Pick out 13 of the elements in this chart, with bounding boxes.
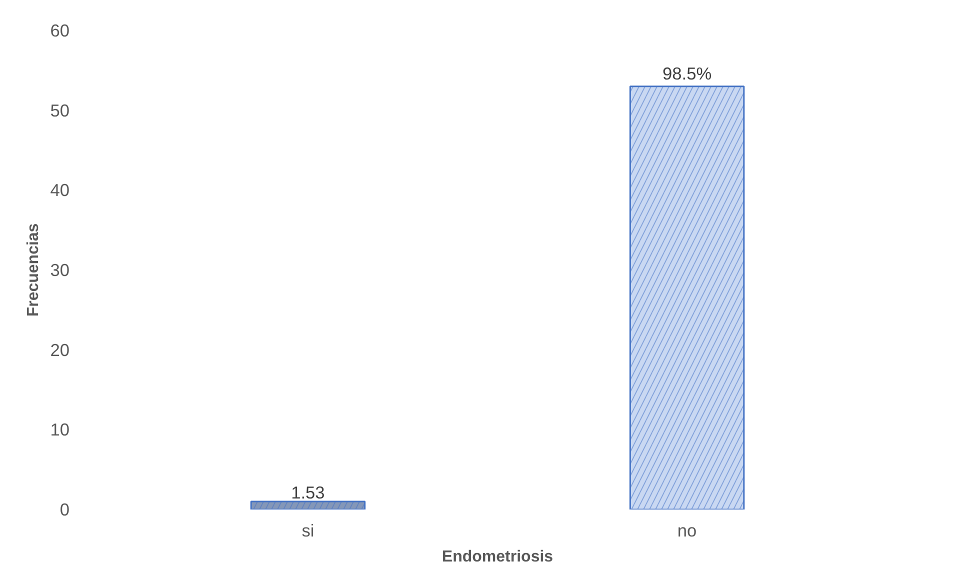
y-tick-label: 40 bbox=[50, 180, 70, 200]
y-tick-label: 60 bbox=[50, 20, 70, 40]
y-tick-label: 30 bbox=[50, 260, 70, 280]
annotation: 1.53 bbox=[291, 482, 325, 503]
y-tick-label: 20 bbox=[50, 340, 70, 360]
y-tick-label: 10 bbox=[50, 420, 70, 440]
annotation: 98.5% bbox=[662, 63, 712, 84]
y-tick-label: 50 bbox=[50, 100, 70, 120]
x-tick-label: no bbox=[677, 520, 697, 540]
x-tick-label: si bbox=[302, 520, 314, 540]
y-tick-label: 0 bbox=[60, 500, 70, 520]
x-axis-title: Endometriosis bbox=[442, 548, 554, 566]
y-axis-title: Frecuencias bbox=[25, 223, 42, 317]
